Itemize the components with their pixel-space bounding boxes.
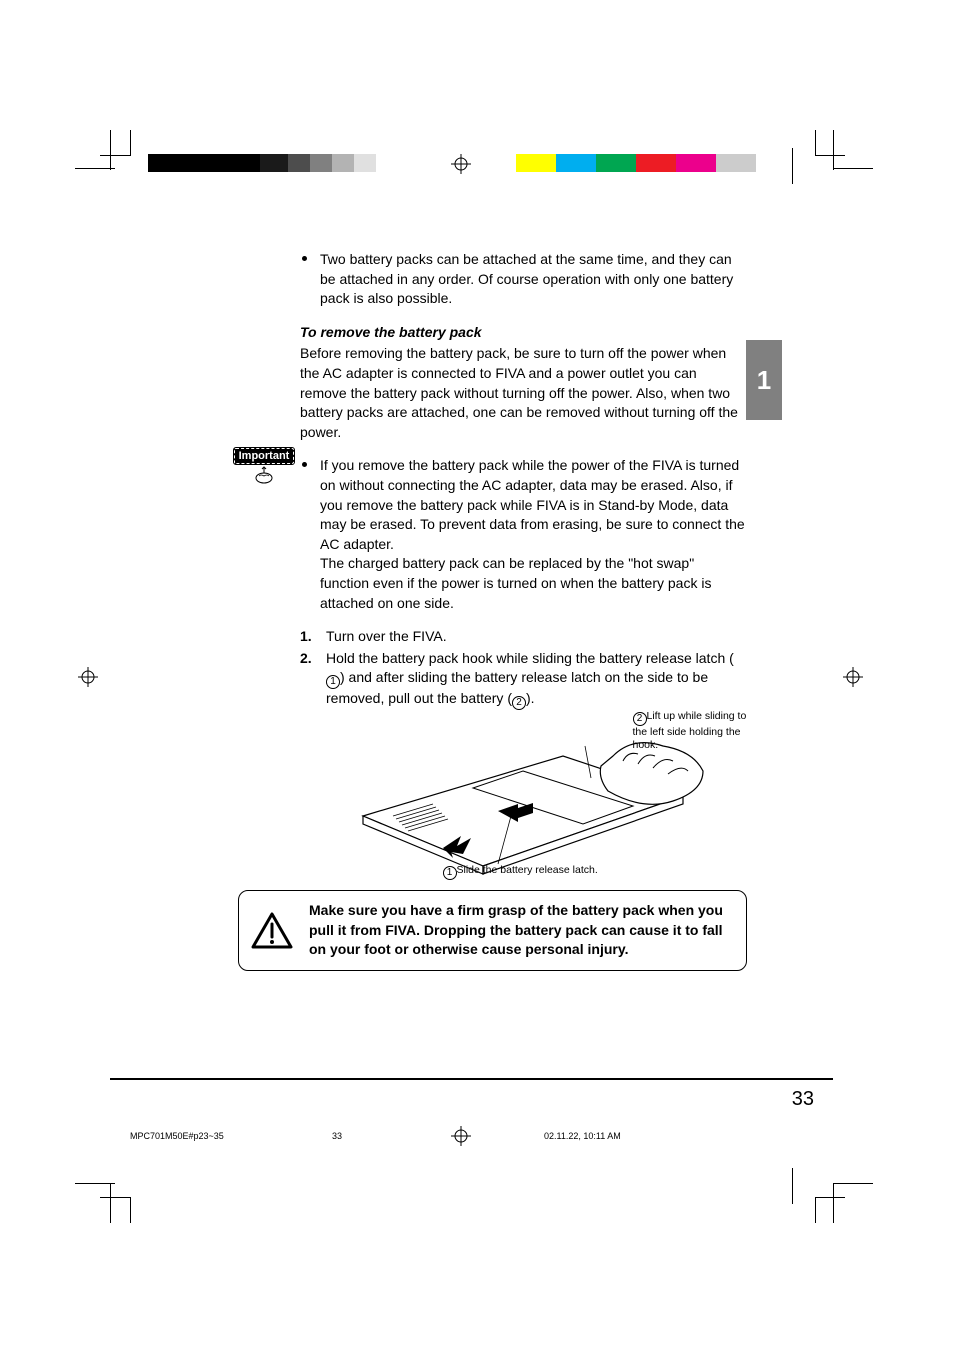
crop-mark xyxy=(75,1183,115,1184)
bullet-dot-icon xyxy=(302,256,307,261)
crop-mark xyxy=(815,155,845,156)
footer-file: MPC701M50E#p23~35 xyxy=(130,1131,224,1141)
crop-mark xyxy=(100,155,130,156)
cmyk-colorbar xyxy=(516,154,756,172)
important-text-2: The charged battery pack can be replaced… xyxy=(320,555,711,610)
crop-mark xyxy=(110,1183,111,1223)
important-label: Important xyxy=(234,448,294,464)
crop-mark xyxy=(833,130,834,170)
chapter-tab: 1 xyxy=(746,340,782,420)
footer-page: 33 xyxy=(332,1131,342,1141)
intro-paragraph: Before removing the battery pack, be sur… xyxy=(300,344,745,442)
section-heading: To remove the battery pack xyxy=(300,323,745,343)
crop-mark xyxy=(130,130,131,156)
figure-caption-bottom: 1Slide the battery release latch. xyxy=(443,863,598,880)
figure-caption-top: 2Lift up while sliding to the left side … xyxy=(633,710,763,752)
step-1: 1. Turn over the FIVA. xyxy=(300,627,745,647)
warning-box: Make sure you have a firm grasp of the b… xyxy=(238,890,747,971)
crop-mark xyxy=(833,1183,834,1223)
warning-text: Make sure you have a firm grasp of the b… xyxy=(309,902,723,957)
crop-mark xyxy=(815,1197,845,1198)
step-number: 1. xyxy=(300,627,312,647)
crop-mark xyxy=(833,168,873,169)
crop-mark xyxy=(110,130,111,170)
bullet-dot-icon xyxy=(302,462,307,467)
registration-mark xyxy=(843,667,863,687)
battery-figure: 2Lift up while sliding to the left side … xyxy=(323,716,723,876)
figure-caption-top-text: Lift up while sliding to the left side h… xyxy=(633,710,747,751)
important-badge: Important xyxy=(234,448,294,489)
circled-2-icon: 2 xyxy=(512,696,526,710)
circled-1-icon: 1 xyxy=(326,675,340,689)
crop-mark xyxy=(792,148,793,184)
chapter-tab-number: 1 xyxy=(757,365,771,396)
crop-mark xyxy=(833,1183,873,1184)
crop-mark xyxy=(815,1197,816,1223)
circled-1-icon: 1 xyxy=(443,866,457,880)
crop-mark xyxy=(815,130,816,156)
step-2: 2. Hold the battery pack hook while slid… xyxy=(300,649,745,711)
step-text-c: ). xyxy=(526,690,535,706)
hand-icon xyxy=(234,466,294,489)
page-rule xyxy=(110,1078,833,1080)
step-text: Turn over the FIVA. xyxy=(326,628,447,644)
step-text-a: Hold the battery pack hook while sliding… xyxy=(326,650,734,666)
step-number: 2. xyxy=(300,649,312,669)
circled-2-icon: 2 xyxy=(633,712,647,726)
footer-timestamp: 02.11.22, 10:11 AM xyxy=(544,1131,621,1141)
page-content: Two battery packs can be attached at the… xyxy=(300,250,745,971)
registration-mark xyxy=(451,1126,471,1146)
crop-mark xyxy=(100,1197,130,1198)
page-number: 33 xyxy=(792,1088,814,1111)
figure-caption-bottom-text: Slide the battery release latch. xyxy=(457,864,598,876)
crop-mark xyxy=(130,1197,131,1223)
bullet-text: Two battery packs can be attached at the… xyxy=(320,251,733,306)
bullet-item: Two battery packs can be attached at the… xyxy=(300,250,745,309)
registration-mark xyxy=(78,667,98,687)
grayscale-colorbar xyxy=(148,154,376,172)
important-text-1: If you remove the battery pack while the… xyxy=(320,457,745,551)
important-bullet: If you remove the battery pack while the… xyxy=(300,456,745,613)
warning-icon xyxy=(251,912,293,950)
crop-mark xyxy=(75,168,115,169)
crop-mark xyxy=(792,1168,793,1204)
registration-mark xyxy=(451,154,471,174)
